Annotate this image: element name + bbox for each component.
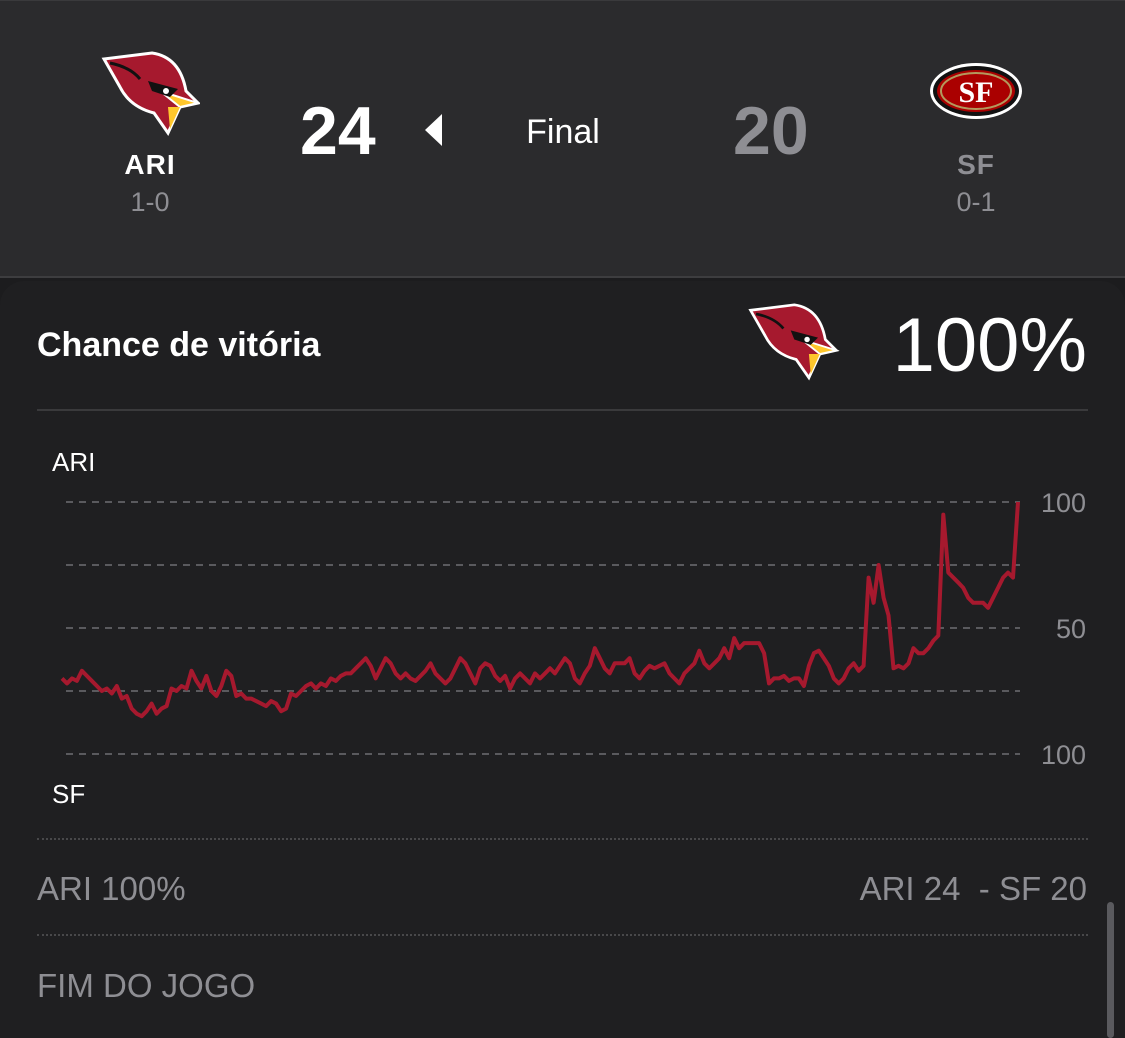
scrollbar[interactable] [1107,902,1114,1038]
y-tick-label: 100 [1041,740,1086,770]
win-probability-line [60,501,1020,719]
scoreboard-divider [0,276,1125,278]
footer-divider [37,934,1088,936]
winner-arrow-icon [425,114,442,146]
home-team[interactable]: SF SF 0-1 [906,51,1046,218]
49ers-logo-icon: SF [930,63,1022,119]
card-title: Chance de vitória [37,326,321,364]
leader-win-percentage: 100% [892,303,1087,388]
cardinals-logo-icon [101,51,200,136]
win-probability-card: Chance de vitória 100% ARI SF 100 50 100 A… [0,281,1125,1038]
away-team-record: 1-0 [130,187,170,217]
y-tick-label: 50 [1056,614,1086,644]
home-team-abbr: SF [957,149,995,180]
header-divider [37,409,1088,411]
game-status: Final [526,113,600,151]
chart-top-team-label: ARI [52,447,96,477]
svg-text:SF: SF [958,76,993,109]
home-score: 20 [733,93,809,169]
game-phase-label: FIM DO JOGO [37,967,256,1004]
win-probability-summary: ARI 100% [37,870,186,907]
scoreboard: ARI 1-0 24 Final 20 SF SF 0-1 [0,0,1125,277]
cardinals-logo-icon [748,303,840,381]
y-tick-label: 100 [1041,488,1086,518]
score-summary: ARI 24 - SF 20 [859,870,1087,907]
away-team[interactable]: ARI 1-0 [80,51,220,218]
away-team-abbr: ARI [124,149,176,180]
chart-bottom-team-label: SF [52,779,86,809]
win-probability-chart[interactable]: 100 50 100 [0,281,1125,841]
away-score: 24 [300,93,376,169]
chart-bottom-divider [37,838,1088,840]
home-team-record: 0-1 [956,187,996,217]
